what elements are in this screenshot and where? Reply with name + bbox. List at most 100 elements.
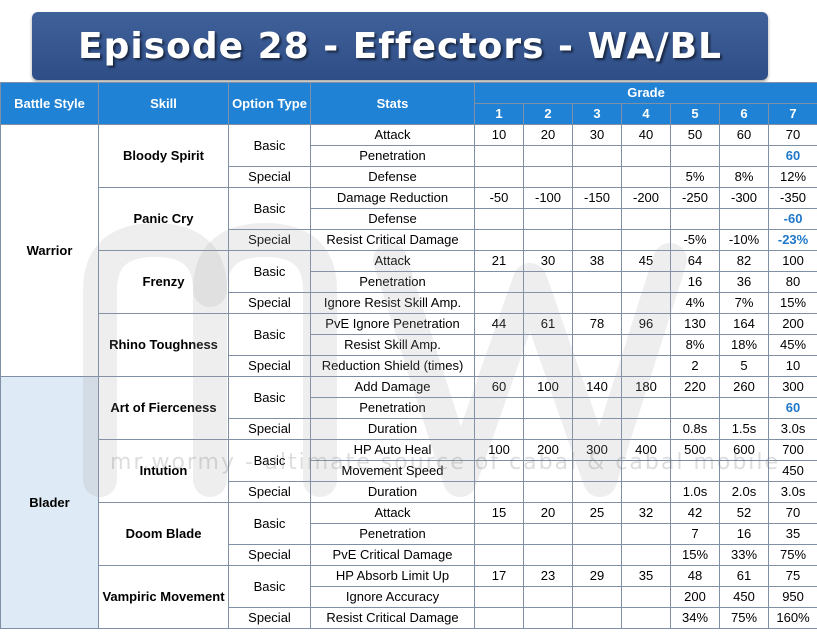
option-type-cell: Basic bbox=[228, 376, 311, 419]
grade-1-value-cell bbox=[474, 460, 524, 482]
effectors-table: Battle Style Skill Option Type Stats Gra… bbox=[0, 82, 817, 629]
grade-1-value-cell bbox=[474, 334, 524, 356]
grade-2-value-cell bbox=[523, 355, 573, 377]
grade-4-value-cell: -200 bbox=[621, 187, 671, 209]
header-grade-1: 1 bbox=[474, 103, 524, 125]
stat-name-cell: Penetration bbox=[310, 145, 475, 167]
grade-3-value-cell: 78 bbox=[572, 313, 622, 335]
skill-name-cell: Rhino Toughness bbox=[98, 313, 229, 377]
grade-7-value-cell: 950 bbox=[767, 586, 817, 608]
grade-1-value-cell bbox=[474, 481, 524, 503]
stat-name-cell: Resist Critical Damage bbox=[310, 607, 475, 629]
grade-4-value-cell: 180 bbox=[621, 376, 671, 398]
grade-4-value-cell bbox=[621, 355, 671, 377]
grade-1-value-cell bbox=[474, 355, 524, 377]
stat-name-cell: Penetration bbox=[310, 397, 475, 419]
stat-name-cell: Duration bbox=[310, 418, 475, 440]
stat-name-cell: Defense bbox=[310, 166, 475, 188]
grade-3-value-cell: 140 bbox=[572, 376, 622, 398]
grade-5-value-cell: -5% bbox=[670, 229, 720, 251]
grade-7-value-cell: 70 bbox=[767, 502, 817, 524]
grade-1-value-cell bbox=[474, 229, 524, 251]
grade-2-value-cell bbox=[523, 334, 573, 356]
grade-7-value-cell: 12% bbox=[767, 166, 817, 188]
option-type-cell: Basic bbox=[228, 565, 311, 608]
skill-name-cell: Bloody Spirit bbox=[98, 124, 229, 188]
table-row: Special Duration 1.0s 2.0s 3.0s bbox=[1, 481, 817, 503]
grade-4-value-cell bbox=[621, 460, 671, 482]
grade-5-value-cell: 8% bbox=[670, 334, 720, 356]
grade-2-value-cell: 20 bbox=[523, 124, 573, 146]
header-skill: Skill bbox=[98, 82, 229, 125]
table-row: Doom Blade Basic Attack 15 20 25 32 42 52 70 bbox=[1, 502, 817, 566]
grade-2-value-cell bbox=[523, 166, 573, 188]
grade-5-value-cell: 0.8s bbox=[670, 418, 720, 440]
title-banner: Episode 28 - Effectors - WA/BL bbox=[32, 12, 768, 80]
stat-name-cell: HP Absorb Limit Up bbox=[310, 565, 475, 587]
grade-5-value-cell: 200 bbox=[670, 586, 720, 608]
header-grade-6: 6 bbox=[719, 103, 769, 125]
grade-6-value-cell: 450 bbox=[719, 586, 769, 608]
grade-5-value-cell bbox=[670, 460, 720, 482]
grade-4-value-cell bbox=[621, 145, 671, 167]
grade-6-value-cell: 600 bbox=[719, 439, 769, 461]
header-grade-4: 4 bbox=[621, 103, 671, 125]
grade-1-value-cell bbox=[474, 397, 524, 419]
grade-5-value-cell: 15% bbox=[670, 544, 720, 566]
stat-name-cell: Ignore Resist Skill Amp. bbox=[310, 292, 475, 314]
grade-2-value-cell: 100 bbox=[523, 376, 573, 398]
table-row: Blader Art of Fierceness Basic Add Damage 60… bbox=[0, 376, 817, 629]
table-row: Panic Cry Basic Damage Reduction -50 -100 -15… bbox=[1, 187, 817, 251]
option-type-cell: Special bbox=[228, 544, 311, 566]
grade-2-value-cell bbox=[523, 397, 573, 419]
option-type-cell: Basic bbox=[228, 250, 311, 293]
grade-2-value-cell: 20 bbox=[523, 502, 573, 524]
battle-style-cell: Blader bbox=[0, 376, 99, 629]
grade-7-value-cell: 75% bbox=[767, 544, 817, 566]
grade-1-value-cell: 100 bbox=[474, 439, 524, 461]
grade-1-value-cell bbox=[474, 292, 524, 314]
stat-name-cell: PvE Critical Damage bbox=[310, 544, 475, 566]
grade-5-value-cell bbox=[670, 145, 720, 167]
table-row: Intution Basic HP Auto Heal 100 200 300 400 500… bbox=[1, 439, 817, 503]
grade-4-value-cell bbox=[621, 271, 671, 293]
grade-3-value-cell bbox=[572, 418, 622, 440]
grade-5-value-cell: -250 bbox=[670, 187, 720, 209]
skill-name-cell: Panic Cry bbox=[98, 187, 229, 251]
grade-6-value-cell: 52 bbox=[719, 502, 769, 524]
grade-6-value-cell: 260 bbox=[719, 376, 769, 398]
grade-3-value-cell: 30 bbox=[572, 124, 622, 146]
grade-4-value-cell: 45 bbox=[621, 250, 671, 272]
grade-1-value-cell bbox=[474, 586, 524, 608]
stat-name-cell: Attack bbox=[310, 124, 475, 146]
skill-name-cell: Vampiric Movement bbox=[98, 565, 229, 629]
grade-6-value-cell: 18% bbox=[719, 334, 769, 356]
grade-7-value-cell: -60 bbox=[767, 208, 817, 230]
grade-6-value-cell: 2.0s bbox=[719, 481, 769, 503]
table-row: Defense -60 bbox=[1, 208, 817, 230]
grade-1-value-cell: 15 bbox=[474, 502, 524, 524]
grade-3-value-cell bbox=[572, 145, 622, 167]
grade-5-value-cell: 500 bbox=[670, 439, 720, 461]
stat-name-cell: Resist Skill Amp. bbox=[310, 334, 475, 356]
grade-7-value-cell: 45% bbox=[767, 334, 817, 356]
grade-1-value-cell bbox=[474, 418, 524, 440]
table-row: Penetration 16 36 80 bbox=[1, 271, 817, 293]
stat-name-cell: Movement Speed bbox=[310, 460, 475, 482]
grade-5-value-cell: 48 bbox=[670, 565, 720, 587]
skill-name-cell: Intution bbox=[98, 439, 229, 503]
grade-4-value-cell bbox=[621, 607, 671, 629]
grade-3-value-cell bbox=[572, 271, 622, 293]
table-row: Special Resist Critical Damage 34% 75% 160% bbox=[1, 607, 817, 629]
stat-name-cell: PvE Ignore Penetration bbox=[310, 313, 475, 335]
grade-2-value-cell bbox=[523, 607, 573, 629]
grade-3-value-cell bbox=[572, 607, 622, 629]
grade-7-value-cell: 300 bbox=[767, 376, 817, 398]
grade-7-value-cell: 450 bbox=[767, 460, 817, 482]
grade-3-value-cell: 29 bbox=[572, 565, 622, 587]
grade-3-value-cell: 300 bbox=[572, 439, 622, 461]
grade-7-value-cell: 15% bbox=[767, 292, 817, 314]
stat-name-cell: Damage Reduction bbox=[310, 187, 475, 209]
banner-title: Episode 28 - Effectors - WA/BL bbox=[78, 25, 722, 67]
grade-1-value-cell: 60 bbox=[474, 376, 524, 398]
